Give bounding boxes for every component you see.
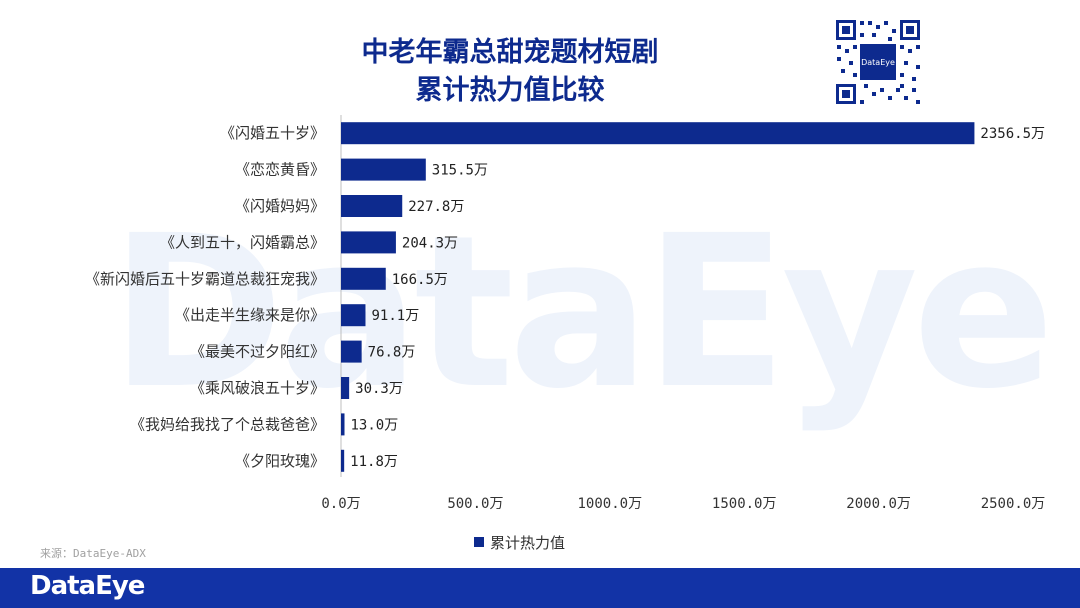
category-label: 《恋恋黄昏》 xyxy=(235,161,325,179)
category-label: 《闪婚五十岁》 xyxy=(220,124,325,142)
chart-legend: 累计热力值 xyxy=(474,532,565,552)
x-tick-label: 2000.0万 xyxy=(846,496,911,512)
data-label: 76.8万 xyxy=(368,345,416,361)
qr-center-label: DataEye xyxy=(861,58,895,67)
category-label: 《人到五十，闪婚霸总》 xyxy=(160,233,325,251)
chart-title-line2: 累计热力值比较 xyxy=(415,75,605,106)
x-tick-label: 2500.0万 xyxy=(981,496,1046,512)
footer-logo: DataEye xyxy=(30,571,145,601)
bar xyxy=(341,304,366,327)
category-label: 《最美不过夕阳红》 xyxy=(190,343,325,361)
data-label: 11.8万 xyxy=(350,454,398,470)
legend-label: 累计热力值 xyxy=(490,533,566,552)
qr-pattern xyxy=(836,20,920,104)
category-label: 《夕阳玫瑰》 xyxy=(235,452,325,470)
bar xyxy=(341,267,386,290)
bar xyxy=(341,122,975,145)
x-tick-label: 500.0万 xyxy=(447,496,503,512)
data-label: 30.3万 xyxy=(355,381,403,397)
chart-title: 中老年霸总甜宠题材短剧 累计热力值比较 xyxy=(300,34,720,110)
qr-code: DataEye xyxy=(834,18,922,106)
source-note: 来源：DataEye-ADX xyxy=(40,547,146,560)
legend-swatch xyxy=(474,537,484,547)
data-label: 166.5万 xyxy=(392,272,448,288)
bar xyxy=(341,413,345,436)
x-tick-label: 1000.0万 xyxy=(578,496,643,512)
footer-bar: DataEye xyxy=(0,568,1080,608)
data-label: 227.8万 xyxy=(408,199,464,215)
bar-chart: 《闪婚五十岁》 2356.5万《恋恋黄昏》 315.5万《闪婚妈妈》 227.8万《人… xyxy=(85,115,1046,512)
bar xyxy=(341,377,350,399)
x-tick-label: 1500.0万 xyxy=(712,496,777,512)
data-label: 13.0万 xyxy=(350,417,398,433)
bar xyxy=(341,158,426,181)
watermark-logo: DataEye xyxy=(110,190,1055,435)
x-tick-label: 0.0万 xyxy=(321,496,360,512)
category-label: 《新闪婚后五十岁霸道总裁狂宠我》 xyxy=(85,270,325,288)
data-label: 91.1万 xyxy=(371,308,419,324)
category-label: 《闪婚妈妈》 xyxy=(235,197,325,215)
data-label: 204.3万 xyxy=(402,235,458,251)
data-label: 315.5万 xyxy=(432,163,488,179)
bar xyxy=(341,195,403,217)
bar xyxy=(341,449,345,472)
category-label: 《乘风破浪五十岁》 xyxy=(190,379,325,397)
chart-title-line1: 中老年霸总甜宠题材短剧 xyxy=(361,37,659,68)
bar xyxy=(341,340,362,363)
data-label: 2356.5万 xyxy=(980,126,1045,142)
category-label: 《出走半生缘来是你》 xyxy=(175,306,325,324)
category-label: 《我妈给我找了个总裁爸爸》 xyxy=(130,415,325,433)
bar xyxy=(341,231,396,254)
